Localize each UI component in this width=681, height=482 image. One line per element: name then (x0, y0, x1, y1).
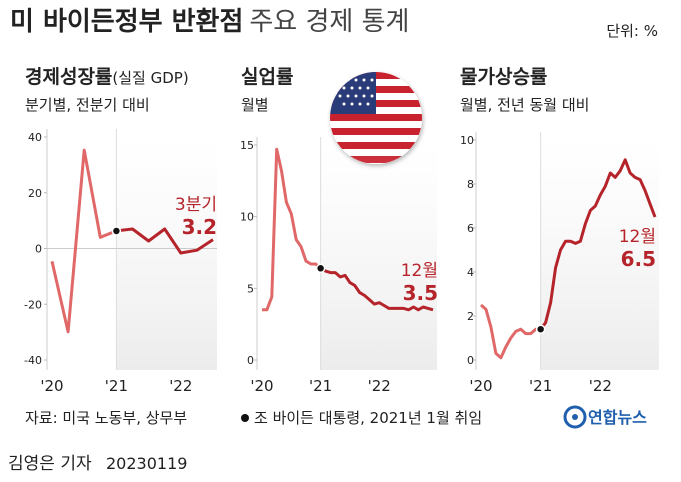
logo-text: 연합뉴스 (588, 408, 647, 427)
chart-title: 경제성장률(실질 GDP) (25, 66, 189, 88)
y-tick-label: 0 (35, 243, 42, 256)
chart-title-main: 물가상승률 (460, 66, 547, 88)
x-tick-label: '22 (589, 377, 612, 395)
chart-title-main: 경제성장률 (25, 66, 112, 88)
x-tick-label: '22 (169, 377, 192, 395)
y-tick-label: 4 (467, 266, 474, 279)
date: 20230119 (106, 454, 187, 473)
title: 미 바이든정부 반환점 주요 경제 통계 (10, 7, 409, 37)
y-tick-label: 10 (240, 211, 254, 224)
chart-subtitle: 분기별, 전분기 대비 (25, 96, 150, 114)
x-tick-label: '22 (368, 377, 391, 395)
chart-title-main: 실업률 (241, 66, 293, 88)
y-tick-label: 5 (247, 282, 254, 295)
y-tick-label: 40 (28, 131, 42, 144)
annotation-label: 12월 (401, 261, 438, 281)
post-inauguration-shade (116, 137, 217, 370)
chart-title: 실업률 (241, 66, 293, 88)
title-rest: 주요 경제 통계 (249, 7, 409, 37)
y-tick-label: -40 (24, 354, 42, 367)
y-tick-label: 20 (28, 187, 42, 200)
series-line (262, 147, 322, 312)
annotation-label: 3분기 (175, 195, 217, 215)
value-label: 6.5 (621, 247, 656, 271)
x-tick-label: '21 (309, 377, 332, 395)
logo: 연합뉴스 (563, 405, 647, 429)
post-inauguration-shade (320, 145, 437, 370)
x-tick-label: '20 (40, 377, 63, 395)
annotation-label: 12월 (619, 227, 656, 247)
x-tick-label: '21 (105, 377, 128, 395)
series-line (539, 158, 657, 331)
note: 조 바이든 대통령, 2021년 1월 취임 (254, 409, 482, 427)
chart-subtitle: 월별 (241, 96, 269, 114)
series-line (480, 303, 541, 360)
chart-subtitle: 월별, 전년 동월 대비 (460, 96, 589, 114)
x-tick-label: '21 (529, 377, 552, 395)
y-tick-label: 2 (467, 310, 474, 323)
source: 자료: 미국 노동부, 상무부 (25, 409, 187, 427)
inauguration-dot (535, 324, 546, 334)
value-label: 3.5 (403, 281, 438, 305)
x-tick-label: '20 (250, 377, 273, 395)
note-dot (241, 414, 249, 422)
title-bold: 미 바이든정부 반환점 (10, 7, 243, 37)
chart-title-note: (실질 GDP) (112, 69, 188, 87)
chart-title: 물가상승률 (460, 66, 547, 88)
byline: 김영은 기자 (8, 454, 92, 474)
y-tick-label: 6 (467, 222, 474, 235)
y-tick-label: 0 (467, 354, 474, 367)
series-line (319, 266, 434, 312)
y-tick-label: 10 (460, 134, 474, 147)
value-label: 3.2 (182, 215, 217, 239)
inauguration-dot (315, 263, 326, 274)
x-tick-label: '20 (469, 377, 492, 395)
inauguration-dot (111, 226, 122, 236)
y-tick-label: -20 (24, 298, 42, 311)
y-tick-label: 15 (240, 139, 254, 152)
series-line (116, 227, 214, 255)
y-tick-label: 8 (467, 178, 474, 191)
series-line (50, 148, 117, 334)
y-tick-label: 0 (247, 354, 254, 367)
unit: 단위: % (606, 22, 658, 40)
